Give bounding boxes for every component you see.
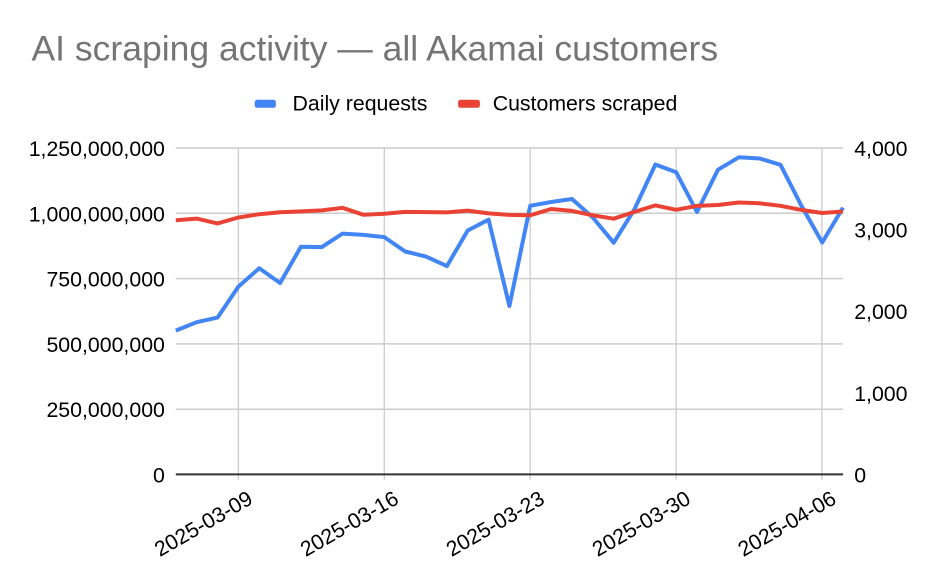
- svg-text:2,000: 2,000: [854, 300, 907, 324]
- svg-text:Customers scraped: Customers scraped: [493, 92, 678, 116]
- svg-text:1,250,000,000: 1,250,000,000: [29, 137, 165, 161]
- svg-text:3,000: 3,000: [854, 219, 907, 243]
- svg-text:0: 0: [153, 463, 165, 487]
- svg-text:750,000,000: 750,000,000: [46, 268, 165, 292]
- svg-text:0: 0: [854, 463, 866, 487]
- svg-text:Daily requests: Daily requests: [293, 92, 428, 116]
- svg-text:1,000,000,000: 1,000,000,000: [29, 202, 165, 226]
- svg-text:250,000,000: 250,000,000: [46, 398, 165, 422]
- svg-text:4,000: 4,000: [854, 137, 907, 161]
- svg-text:AI scraping activity — all Aka: AI scraping activity — all Akamai custom…: [32, 29, 719, 69]
- svg-text:1,000: 1,000: [854, 382, 907, 406]
- svg-text:500,000,000: 500,000,000: [46, 333, 165, 357]
